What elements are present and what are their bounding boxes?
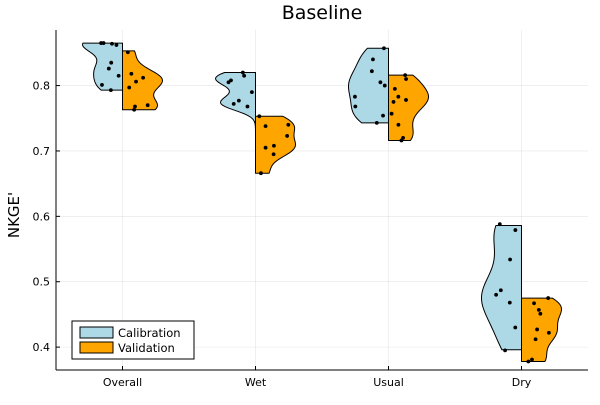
- point-validation: [535, 328, 539, 332]
- y-tick-label: 0.6: [33, 210, 51, 223]
- point-validation: [285, 134, 289, 138]
- point-validation: [538, 312, 542, 316]
- point-calibration: [383, 84, 387, 88]
- point-validation: [392, 100, 396, 104]
- point-calibration: [229, 78, 233, 82]
- point-validation: [397, 123, 401, 127]
- point-validation: [526, 360, 530, 364]
- violin-calibration-wet: [216, 73, 256, 133]
- point-validation: [530, 358, 534, 362]
- point-validation: [129, 72, 133, 76]
- y-axis-label: NKGE': [5, 192, 23, 238]
- point-validation: [272, 144, 276, 148]
- x-tick-label: Usual: [373, 376, 404, 389]
- point-validation: [264, 124, 268, 128]
- legend-swatch-calibration: [80, 327, 113, 338]
- point-calibration: [242, 74, 246, 78]
- point-calibration: [246, 105, 250, 109]
- point-calibration: [375, 121, 379, 125]
- violin-validation-usual: [389, 75, 429, 140]
- legend: Calibration Validation: [72, 321, 194, 359]
- point-validation: [133, 105, 137, 109]
- point-calibration: [508, 258, 512, 262]
- violin-calibration-usual: [349, 48, 389, 123]
- point-calibration: [232, 102, 236, 106]
- point-calibration: [110, 42, 114, 46]
- point-calibration: [99, 41, 103, 45]
- point-calibration: [237, 99, 241, 103]
- point-calibration: [107, 67, 111, 71]
- point-calibration: [371, 58, 375, 62]
- point-calibration: [109, 88, 113, 92]
- point-validation: [259, 171, 263, 175]
- y-tick-label: 0.7: [33, 145, 51, 158]
- point-validation: [141, 76, 145, 80]
- point-calibration: [241, 71, 245, 75]
- point-validation: [126, 50, 130, 54]
- point-calibration: [115, 43, 119, 47]
- point-validation: [400, 139, 404, 143]
- point-validation: [132, 108, 136, 112]
- x-tick-label: Dry: [512, 376, 532, 389]
- x-tick-label: Wet: [245, 376, 267, 389]
- point-validation: [134, 80, 138, 84]
- point-validation: [286, 123, 290, 127]
- legend-label-validation: Validation: [118, 341, 175, 355]
- legend-swatch-validation: [80, 342, 113, 353]
- point-validation: [396, 95, 400, 99]
- point-validation: [532, 301, 536, 305]
- point-validation: [393, 87, 397, 91]
- point-calibration: [498, 222, 502, 226]
- point-validation: [534, 337, 538, 341]
- x-tick-label: Overall: [103, 376, 142, 389]
- point-validation: [264, 146, 268, 150]
- point-calibration: [250, 90, 254, 94]
- point-validation: [404, 98, 408, 102]
- point-calibration: [513, 228, 517, 232]
- y-tick-label: 0.4: [33, 341, 51, 354]
- point-calibration: [370, 69, 374, 73]
- point-validation: [390, 112, 394, 116]
- y-tick-label: 0.8: [33, 80, 51, 93]
- violin-calibration-overall: [83, 43, 123, 90]
- y-tick-label: 0.5: [33, 276, 51, 289]
- point-validation: [403, 73, 407, 77]
- violin-validation-dry: [522, 298, 562, 361]
- point-calibration: [109, 61, 113, 65]
- point-validation: [404, 77, 408, 81]
- point-calibration: [508, 301, 512, 305]
- point-validation: [547, 331, 551, 335]
- point-calibration: [117, 74, 121, 78]
- chart-title: Baseline: [282, 2, 363, 24]
- violin-calibration-dry: [482, 226, 522, 350]
- point-calibration: [381, 114, 385, 118]
- point-calibration: [513, 326, 517, 330]
- point-validation: [546, 296, 550, 300]
- point-calibration: [353, 95, 357, 99]
- point-calibration: [100, 83, 104, 87]
- violins: [83, 43, 562, 361]
- point-validation: [272, 152, 276, 156]
- point-calibration: [494, 293, 498, 297]
- point-calibration: [382, 46, 386, 50]
- point-validation: [537, 308, 541, 312]
- point-calibration: [379, 80, 383, 84]
- legend-label-calibration: Calibration: [118, 326, 181, 340]
- violin-validation-overall: [123, 51, 163, 110]
- point-calibration: [499, 288, 503, 292]
- point-validation: [127, 86, 131, 90]
- data-points: [99, 41, 551, 363]
- point-calibration: [503, 348, 507, 352]
- point-validation: [257, 114, 261, 118]
- point-calibration: [353, 105, 357, 109]
- point-validation: [146, 103, 150, 107]
